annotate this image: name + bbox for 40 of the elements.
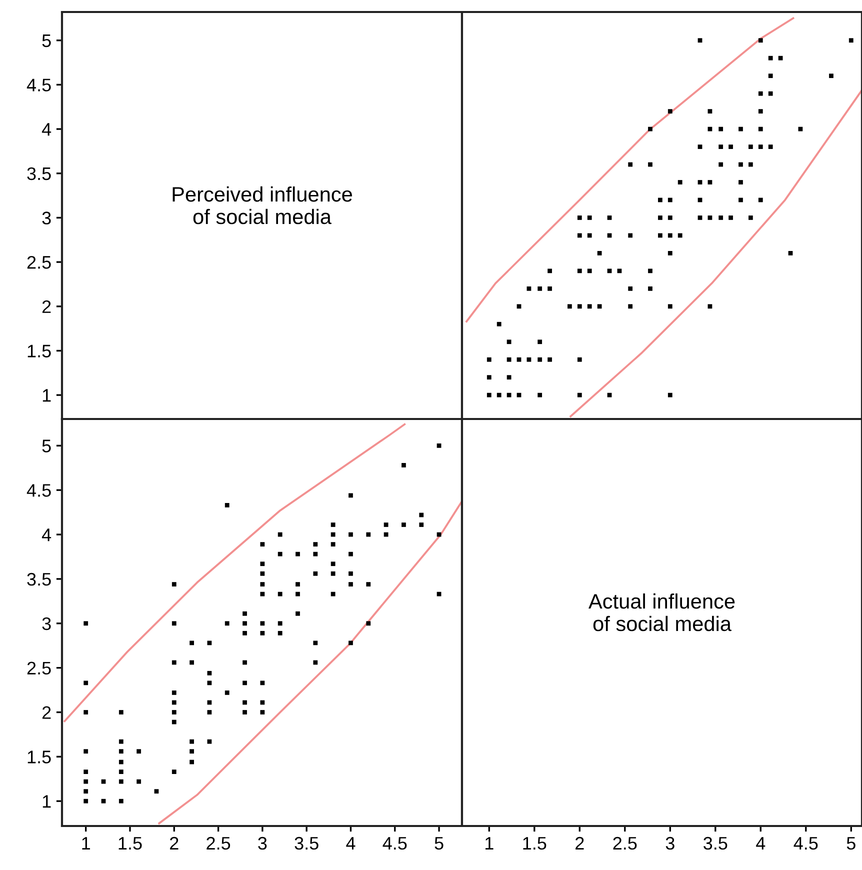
x-tick-label: 3.5 [704,836,728,850]
x-tick-label: 5 [846,837,856,850]
x-tick-label: 1.5 [118,837,142,850]
x-tick-label: 3 [258,836,267,850]
y-tick-label: 1 [42,389,51,402]
y-tick-label: 4.5 [26,484,51,497]
x-tick-label: 1 [82,837,90,850]
y-tick-label: 3 [42,617,51,630]
line-series [64,423,406,722]
y-tick-label: 3 [42,212,51,224]
x-tick-label: 2.5 [613,836,637,850]
x-tick-label: 2.5 [206,836,230,850]
x-tick-label: 3 [666,836,674,850]
y-tick-label: 1.5 [28,344,51,358]
x-tick-label: 1 [486,837,494,850]
annotation: Perceived influence of social media [172,186,352,224]
y-tick-label: 2 [42,706,51,719]
y-tick-label: 4 [42,528,52,542]
line-series [158,502,462,824]
x-tick-label: 4 [346,837,356,850]
x-tick-label: 5 [434,837,444,850]
y-tick-label: 3.5 [27,167,51,180]
x-tick-label: 4.5 [794,837,818,850]
y-tick-label: 2.5 [27,662,51,675]
x-tick-label: 3.5 [294,836,318,850]
x-tick-label: 4.5 [382,837,407,850]
y-tick-label: 4.5 [26,78,51,92]
y-tick-label: 1.5 [28,750,51,764]
x-tick-label: 2 [170,836,178,850]
y-tick-label: 4 [42,123,52,136]
y-tick-label: 3.5 [27,572,51,586]
x-tick-label: 2 [576,836,584,850]
y-tick-label: 5 [42,34,51,48]
x-tick-label: 4 [756,837,766,850]
y-tick-label: 1 [42,795,51,808]
annotation: Actual influence of social media [588,593,735,632]
x-tick-label: 1.5 [523,837,546,850]
y-tick-label: 2.5 [27,256,51,269]
y-tick-label: 2 [42,300,51,313]
y-tick-label: 5 [42,440,51,452]
